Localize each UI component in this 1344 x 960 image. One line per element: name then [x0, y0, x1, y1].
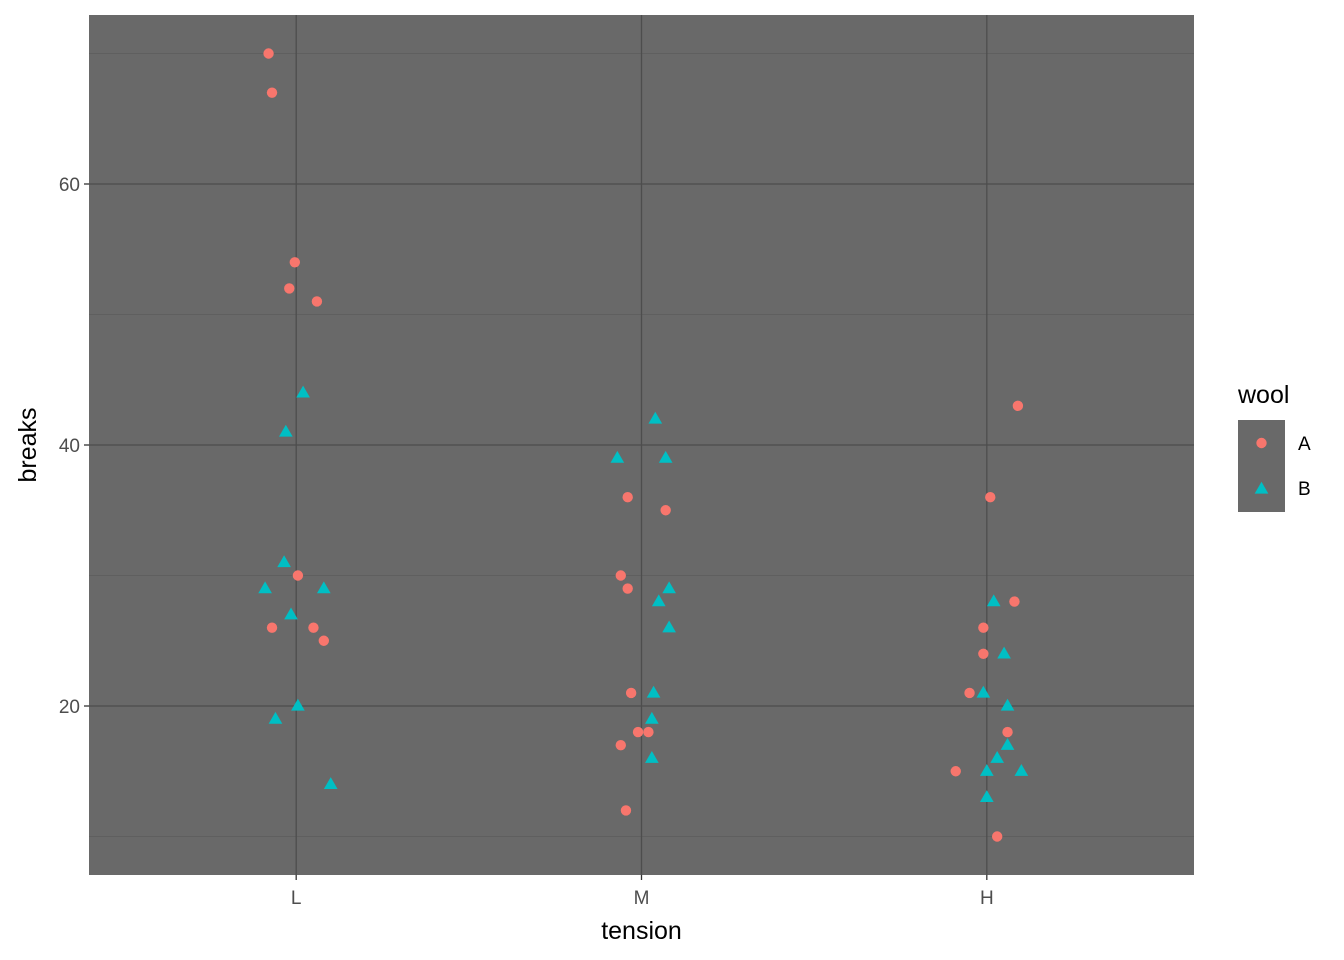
data-point-b [323, 777, 338, 789]
data-point-b [986, 594, 1001, 607]
data-point-b [662, 620, 676, 633]
x-tick-label: H [980, 888, 994, 909]
data-point-b [610, 450, 625, 463]
data-point-b [645, 711, 659, 724]
data-point-a [632, 726, 644, 738]
data-point-a [643, 726, 654, 738]
legend-title: wool [1237, 381, 1289, 409]
data-point-b [316, 581, 331, 594]
legend-label-a: A [1298, 434, 1311, 455]
data-point-b [658, 450, 673, 463]
legend-label-b: B [1298, 479, 1311, 500]
data-point-b [979, 790, 994, 803]
y-tick-label: 60 [59, 175, 80, 196]
y-axis: 20 40 60 [59, 175, 89, 718]
data-point-a [615, 739, 626, 751]
y-tick-label: 20 [59, 697, 80, 718]
y-axis-title: breaks [14, 407, 42, 482]
data-point-a [660, 505, 671, 516]
y-tick-label: 40 [59, 436, 80, 457]
data-point-b [651, 594, 666, 607]
data-point-a [311, 296, 323, 307]
data-points [258, 48, 1029, 842]
data-point-a [991, 831, 1003, 842]
data-point-b [662, 581, 676, 594]
data-point-a [615, 570, 626, 581]
x-tick-label: L [291, 888, 302, 909]
data-point-b [258, 581, 272, 594]
data-point-b [277, 555, 291, 568]
data-point-b [646, 685, 661, 698]
data-point-a [292, 570, 304, 581]
data-point-b [278, 424, 293, 437]
data-point-a [266, 87, 278, 98]
legend-key-a [1256, 437, 1267, 449]
data-point-a [1012, 400, 1024, 412]
data-point-a [950, 766, 961, 777]
legend-entries: AB [1254, 434, 1311, 500]
data-point-a [289, 257, 301, 268]
data-point-b [990, 751, 1005, 763]
data-point-a [308, 622, 319, 633]
data-point-b [268, 711, 283, 724]
data-point-a [964, 687, 975, 699]
data-point-b [648, 411, 663, 424]
data-point-a [985, 492, 996, 503]
legend-key-b [1254, 481, 1269, 494]
legend: wool AB [1237, 381, 1311, 512]
data-point-b [291, 698, 305, 711]
data-point-a [978, 648, 989, 660]
data-point-a [1002, 726, 1013, 738]
legend-key-background [1238, 420, 1285, 512]
data-point-b [979, 764, 994, 776]
data-point-a [620, 805, 632, 816]
data-point-a [1009, 596, 1020, 607]
data-point-b [976, 685, 991, 698]
data-point-a [318, 635, 330, 646]
x-axis-title: tension [601, 917, 682, 945]
data-point-b [1000, 698, 1015, 711]
data-point-b [284, 607, 298, 620]
x-tick-label: M [634, 888, 650, 909]
data-point-a [266, 622, 278, 633]
data-point-a [284, 283, 295, 294]
data-point-a [622, 492, 633, 503]
data-point-a [263, 48, 274, 59]
data-point-a [978, 622, 989, 633]
data-point-a [622, 583, 633, 594]
data-point-b [645, 751, 659, 763]
data-point-b [997, 646, 1011, 659]
data-point-b [1014, 764, 1029, 776]
data-point-a [625, 687, 637, 699]
data-point-b [1000, 737, 1015, 750]
data-point-b [296, 385, 310, 398]
